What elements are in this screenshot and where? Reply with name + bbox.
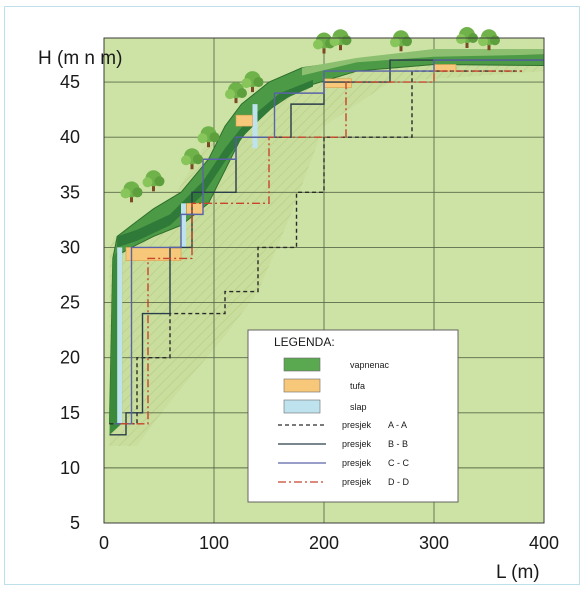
legend-prefix: presjek: [342, 420, 372, 430]
series-line-4: [120, 70, 522, 425]
legend-title: LEGENDA:: [274, 335, 335, 349]
legend-line-label: B - B: [388, 439, 408, 449]
legend-swatch: [283, 357, 321, 372]
series-line-1: [109, 70, 522, 425]
y-tick-label: 15: [60, 403, 80, 423]
y-tick-label: 40: [60, 127, 80, 147]
legend-box: [247, 329, 459, 503]
x-tick-label: 200: [309, 533, 339, 553]
tree-icon: [120, 181, 143, 203]
legend-label: vapnenac: [350, 360, 390, 370]
legend-prefix: presjek: [342, 458, 372, 468]
x-tick-label: 0: [99, 533, 109, 553]
legend-line-label: C - C: [388, 458, 409, 468]
tufa-deposit: [186, 203, 204, 215]
y-tick-label: 20: [60, 348, 80, 368]
y-tick-label: 5: [70, 513, 80, 533]
y-tick-label: 30: [60, 237, 80, 257]
y-axis-label: H (m n m): [38, 48, 122, 69]
y-tick-label: 45: [60, 72, 80, 92]
x-axis-label: L (m): [496, 562, 540, 583]
legend-swatch: [283, 378, 321, 393]
legend-swatch: [283, 399, 321, 414]
series-line-3: [115, 59, 544, 425]
legend-line-label: A - A: [388, 420, 407, 430]
tufa-deposit: [433, 64, 457, 72]
figure-frame: [4, 6, 580, 585]
waterfall-slap: [117, 247, 123, 424]
y-tick-label: 25: [60, 293, 80, 313]
legend-prefix: presjek: [342, 439, 372, 449]
tufa-deposit: [323, 78, 352, 88]
legend-label: tufa: [350, 381, 365, 391]
tree-icon: [142, 170, 165, 192]
x-tick-label: 400: [529, 533, 559, 553]
legend-line-label: D - D: [388, 477, 409, 487]
legend-label: slap: [350, 402, 367, 412]
tree-icon: [456, 27, 478, 48]
tree-icon: [197, 126, 220, 148]
tree-icon: [225, 82, 247, 104]
tree-icon: [181, 148, 203, 170]
limestone-dark-streak: [117, 79, 313, 248]
y-tick-label: 35: [60, 182, 80, 202]
series-line-2: [109, 59, 544, 436]
x-tick-label: 100: [199, 533, 229, 553]
waterfall-slap: [181, 203, 186, 248]
plot-border: [103, 37, 545, 524]
legend-prefix: presjek: [342, 477, 372, 487]
y-tick-label: 10: [60, 458, 80, 478]
tree-icon: [241, 71, 264, 93]
waterfall-slap: [252, 104, 258, 149]
upper-slope: [302, 49, 544, 76]
tufa-deposit: [235, 114, 253, 127]
tree-icon: [478, 29, 500, 51]
x-tick-label: 300: [419, 533, 449, 553]
